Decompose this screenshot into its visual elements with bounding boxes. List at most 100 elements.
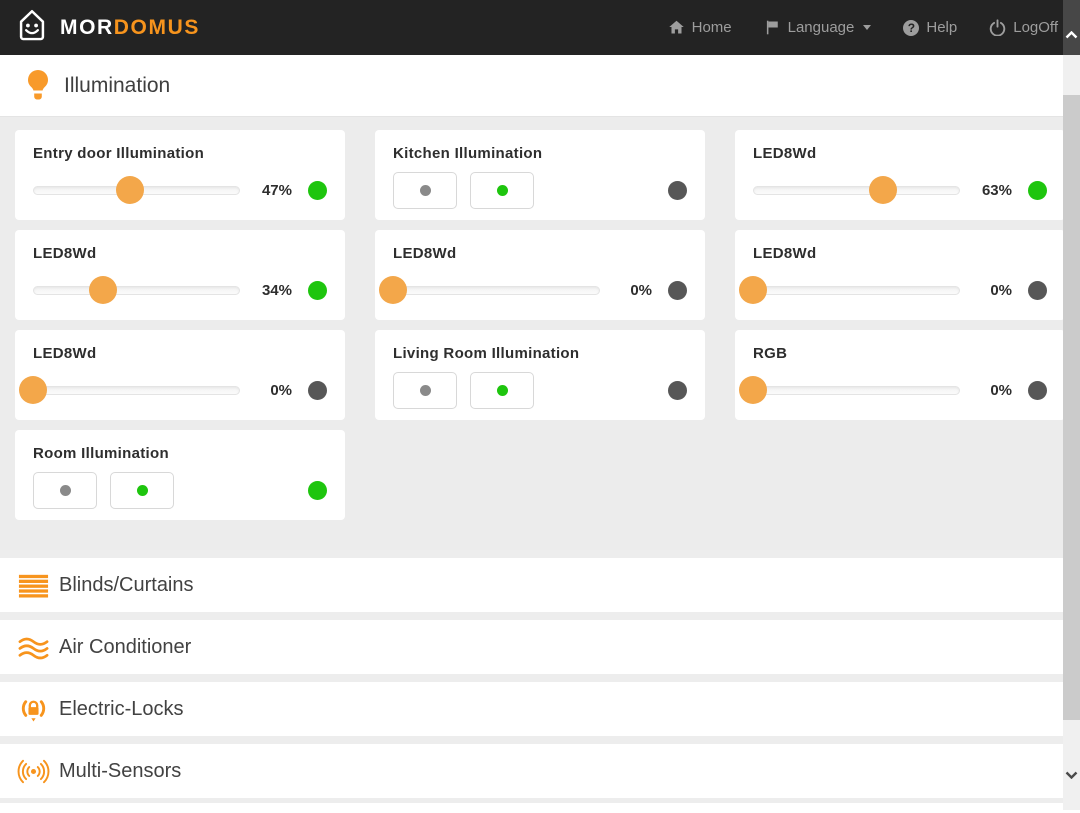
scroll-down-button[interactable] xyxy=(1063,763,1080,787)
brightness-slider[interactable] xyxy=(19,375,240,405)
power-on-button[interactable] xyxy=(470,371,534,409)
chevron-up-icon xyxy=(1065,31,1078,39)
brand-name: MORDOMUS xyxy=(60,15,200,39)
card-title: Living Room Illumination xyxy=(393,345,580,362)
slider-handle[interactable] xyxy=(739,276,767,304)
question-circle-icon xyxy=(903,19,920,36)
nav-home-label: Home xyxy=(691,19,732,36)
device-card: Room Illumination xyxy=(15,430,345,520)
brightness-slider[interactable] xyxy=(739,275,960,305)
nav-logoff[interactable]: LogOff xyxy=(973,0,1074,55)
status-dot xyxy=(308,480,327,500)
mordomus-house-icon xyxy=(13,6,51,49)
card-title: LED8Wd xyxy=(753,145,817,162)
status-dot xyxy=(668,180,687,200)
device-card: Entry door Illumination 47% xyxy=(15,130,345,220)
slider-value: 0% xyxy=(630,281,652,299)
slider-track[interactable] xyxy=(753,286,960,295)
scrollbar-thumb[interactable] xyxy=(1063,95,1080,720)
card-title: LED8Wd xyxy=(33,345,97,362)
cards-grid: Entry door Illumination 47% Kitchen Illu… xyxy=(15,130,1065,520)
slider-handle[interactable] xyxy=(19,376,47,404)
status-dot xyxy=(308,380,327,400)
brightness-slider[interactable] xyxy=(379,275,600,305)
sensor-signal-icon xyxy=(17,759,50,783)
device-card: Living Room Illumination xyxy=(375,330,705,420)
device-card: LED8Wd 0% xyxy=(735,230,1065,320)
slider-value: 47% xyxy=(261,181,292,199)
nav-logoff-label: LogOff xyxy=(1013,19,1058,36)
slider-track[interactable] xyxy=(753,386,960,395)
section-air-conditioner[interactable]: Air Conditioner xyxy=(0,620,1080,674)
nav-language[interactable]: Language xyxy=(748,0,888,55)
power-off-button[interactable] xyxy=(33,471,97,509)
nav-language-label: Language xyxy=(787,19,855,36)
slider-track[interactable] xyxy=(393,286,600,295)
card-title: Kitchen Illumination xyxy=(393,145,543,162)
device-card: LED8Wd 63% xyxy=(735,130,1065,220)
power-on-button[interactable] xyxy=(470,171,534,209)
blinds-icon xyxy=(18,574,49,598)
navbar-menu: Home Language Help LogOff xyxy=(652,0,1074,55)
chevron-down-icon xyxy=(1065,771,1078,779)
card-title: LED8Wd xyxy=(33,245,97,262)
card-title: LED8Wd xyxy=(753,245,817,262)
power-on-button[interactable] xyxy=(110,471,174,509)
slider-handle[interactable] xyxy=(89,276,118,304)
slider-handle[interactable] xyxy=(116,176,145,204)
status-dot xyxy=(308,280,327,300)
device-card: LED8Wd 34% xyxy=(15,230,345,320)
off-dot-icon xyxy=(419,384,431,396)
status-dot xyxy=(668,280,687,300)
device-card: LED8Wd 0% xyxy=(15,330,345,420)
nav-help-label: Help xyxy=(926,19,958,36)
brand-logo[interactable]: MORDOMUS xyxy=(13,6,200,49)
slider-value: 0% xyxy=(270,381,292,399)
slider-handle[interactable] xyxy=(739,376,767,404)
flag-icon xyxy=(766,20,778,35)
on-dot-icon xyxy=(136,484,148,496)
slider-value: 34% xyxy=(261,281,292,299)
brightness-slider[interactable] xyxy=(753,175,960,205)
section-illumination-header[interactable]: Illumination xyxy=(0,55,1080,117)
section-blinds-curtains[interactable]: Blinds/Curtains xyxy=(0,558,1080,612)
power-off-button[interactable] xyxy=(393,371,457,409)
scroll-up-button[interactable] xyxy=(1063,0,1080,55)
slider-value: 0% xyxy=(990,281,1012,299)
next-section-partial xyxy=(0,803,1080,813)
brightness-slider[interactable] xyxy=(33,275,240,305)
lightbulb-icon xyxy=(28,69,48,100)
section-multi-sensors[interactable]: Multi-Sensors xyxy=(0,744,1080,798)
brightness-slider[interactable] xyxy=(739,375,960,405)
device-card: Kitchen Illumination xyxy=(375,130,705,220)
section-blinds-title: Blinds/Curtains xyxy=(59,573,194,596)
card-title: LED8Wd xyxy=(393,245,457,262)
slider-track[interactable] xyxy=(753,186,960,195)
nav-home[interactable]: Home xyxy=(652,0,748,55)
home-icon xyxy=(668,20,684,34)
off-dot-icon xyxy=(59,484,71,496)
section-illumination-title: Illumination xyxy=(64,73,171,97)
power-off-button[interactable] xyxy=(393,171,457,209)
section-air-conditioner-title: Air Conditioner xyxy=(59,635,192,658)
section-multi-sensors-title: Multi-Sensors xyxy=(59,759,182,782)
vertical-scrollbar[interactable] xyxy=(1063,0,1080,810)
slider-value: 0% xyxy=(990,381,1012,399)
on-dot-icon xyxy=(496,184,508,196)
card-title: Room Illumination xyxy=(33,445,169,462)
off-dot-icon xyxy=(419,184,431,196)
slider-handle[interactable] xyxy=(869,176,898,204)
device-card: LED8Wd 0% xyxy=(375,230,705,320)
card-title: Entry door Illumination xyxy=(33,145,205,162)
slider-handle[interactable] xyxy=(379,276,407,304)
lock-signal-icon xyxy=(21,699,46,722)
brightness-slider[interactable] xyxy=(33,175,240,205)
slider-track[interactable] xyxy=(33,386,240,395)
section-electric-locks-title: Electric-Locks xyxy=(59,697,184,720)
chevron-down-icon xyxy=(863,25,872,30)
section-electric-locks[interactable]: Electric-Locks xyxy=(0,682,1080,736)
status-dot xyxy=(308,180,327,200)
slider-track[interactable] xyxy=(33,286,240,295)
status-dot xyxy=(1028,180,1047,200)
nav-help[interactable]: Help xyxy=(887,0,973,55)
